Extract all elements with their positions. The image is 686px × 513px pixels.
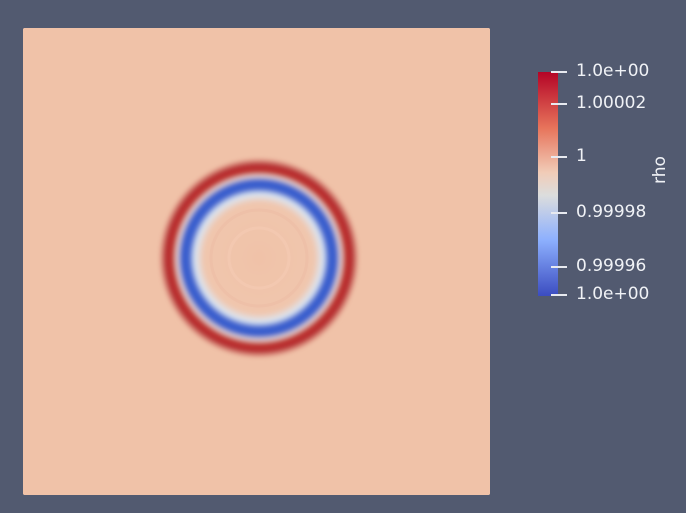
colorbar-tick-mark [551,71,567,73]
colorbar-tick-mark [551,294,567,296]
colorbar-tick-mark [551,156,567,158]
colorbar-tick-mark [551,266,567,268]
colorbar-title: rho [650,156,670,184]
rho-field-plot [23,28,490,495]
inner-ripple [209,208,309,308]
colorbar-tick-mark [551,103,567,105]
colorbar-tick-label: 1.0e+00 [576,284,650,304]
colorbar-tick-label: 1.0e+00 [576,61,650,81]
render-viewport[interactable] [23,28,490,495]
colorbar-tick-label: 0.99996 [576,256,647,276]
colorbar-tick-label: 1.00002 [576,93,647,113]
colorbar-gradient [538,72,558,296]
colorbar-tick-label: 0.99998 [576,202,647,222]
pressure-wave-ring [159,158,359,358]
inner-ripple [227,226,291,290]
colorbar-tick-label: 1 [576,146,587,166]
colorbar-tick-mark [551,212,567,214]
